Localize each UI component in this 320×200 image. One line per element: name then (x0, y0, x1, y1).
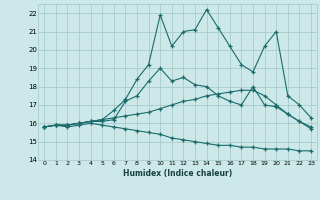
X-axis label: Humidex (Indice chaleur): Humidex (Indice chaleur) (123, 169, 232, 178)
